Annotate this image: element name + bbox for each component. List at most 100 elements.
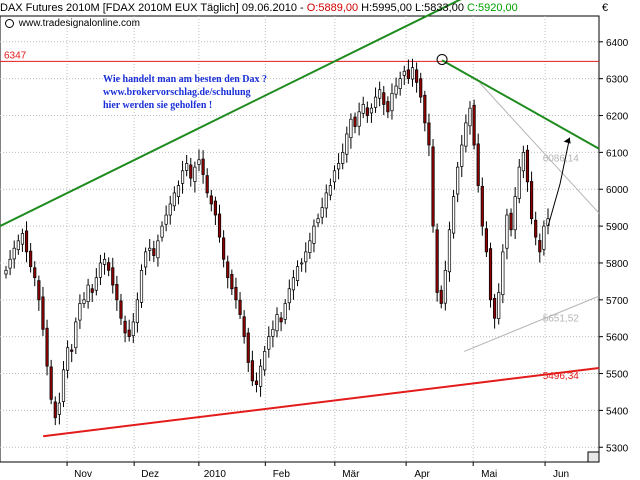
candle-body [480, 185, 484, 227]
candle-body [517, 166, 521, 199]
candle-body [447, 229, 452, 273]
candle-body [201, 158, 205, 175]
candle-body [74, 321, 78, 349]
candle-body [439, 289, 443, 304]
high-value: H:5995,00 [361, 2, 412, 14]
candle-body [37, 280, 41, 301]
candle-body [443, 269, 447, 304]
candle-body [402, 70, 406, 76]
currency-symbol: € [602, 2, 609, 14]
candle-body [70, 349, 74, 352]
candle-body [291, 277, 296, 291]
candle-body [41, 296, 45, 330]
candle-body [94, 277, 98, 291]
candle-body [341, 152, 345, 164]
candle-body [86, 284, 90, 303]
trend-line [43, 367, 600, 438]
candle-body [98, 262, 103, 278]
candle-body [529, 181, 534, 220]
candle-body [160, 225, 164, 238]
candle-body [472, 104, 476, 146]
candle-body [263, 351, 267, 371]
candle-body [271, 328, 275, 337]
y-tick-label: 5800 [606, 259, 629, 270]
candle-body [501, 251, 505, 296]
candle-body [246, 332, 250, 363]
candle-body [4, 269, 8, 275]
candle-body [427, 122, 431, 146]
candle-body [476, 143, 480, 186]
level-label: 6347 [4, 50, 27, 61]
candle-body [230, 274, 234, 290]
candle-body [29, 250, 33, 267]
candle-body [513, 196, 517, 231]
x-tick-label: Nov [74, 469, 92, 480]
candle-body [66, 347, 70, 371]
annotation-line-3: hier werden sie geholfen ! [103, 100, 213, 111]
x-axis: Nov Dez 2010 Feb Mär Apr Mai Jun [66, 462, 569, 480]
candle-body [78, 303, 82, 321]
candle-body [119, 300, 123, 319]
x-tick-label: Feb [273, 469, 291, 480]
candle-body [222, 237, 226, 260]
candle-body [431, 146, 435, 227]
scroll-corner[interactable] [587, 451, 600, 463]
candle-body [456, 166, 460, 195]
candle-body [242, 316, 246, 338]
y-tick-label: 5700 [606, 296, 629, 307]
trend-lines [0, 0, 600, 438]
candle-body [12, 247, 16, 260]
candle-body [521, 152, 525, 172]
candle-body [217, 213, 222, 238]
candle-body [361, 104, 365, 114]
candle-body [148, 247, 152, 251]
candle-body [209, 195, 213, 205]
candle-body [324, 192, 328, 209]
candle-body [61, 369, 66, 402]
plot-background [0, 15, 600, 463]
chart-header: DAX Futures 2010M [FDAX 2010M EUX Täglic… [0, 0, 640, 16]
price-levels: 6347 [0, 50, 599, 62]
promo-annotation: Wie handelt man am besten den Dax ? www.… [103, 73, 267, 112]
x-tick-label: Dez [141, 469, 159, 480]
candle-body [316, 218, 320, 224]
candle-body [328, 185, 332, 196]
candle-body [435, 229, 439, 293]
candle-body [49, 366, 53, 400]
candle-body [8, 258, 12, 269]
candle-body [460, 144, 464, 167]
candle-body [538, 240, 542, 253]
candle-body [213, 200, 217, 216]
close-value: C:5920,00 [467, 2, 518, 14]
candle-body [349, 118, 353, 138]
candle-body [144, 251, 148, 268]
candle-body [382, 92, 386, 105]
candle-body [258, 365, 263, 387]
trend-line [0, 0, 462, 227]
candle-body [238, 299, 242, 315]
open-value: O:5889,00 [306, 2, 359, 14]
candle-body [308, 240, 312, 253]
peak-marker-icon [436, 53, 448, 65]
candle-body [168, 203, 172, 216]
candle-body [398, 78, 402, 89]
candle-body [250, 360, 254, 382]
website-label: www.tradesignalonline.com [5, 18, 140, 29]
candle-body [226, 261, 230, 279]
candle-body [415, 69, 419, 83]
candle-body [505, 214, 509, 249]
candle-body [369, 107, 374, 114]
x-tick-label: Jun [553, 469, 569, 480]
candle-body [451, 196, 456, 234]
candle-body [287, 288, 291, 304]
candles [4, 58, 550, 426]
value-annotation: 6086,14 [543, 153, 580, 164]
candle-body [283, 303, 287, 320]
y-tick-label: 6100 [606, 148, 629, 159]
y-tick-label: 5300 [606, 443, 629, 454]
candle-body [410, 67, 415, 80]
annotation-line-2[interactable]: www.brokervorschlag.de/schulung [103, 87, 251, 98]
candle-body [185, 163, 189, 171]
candle-body [180, 170, 185, 184]
candle-body [205, 175, 209, 194]
